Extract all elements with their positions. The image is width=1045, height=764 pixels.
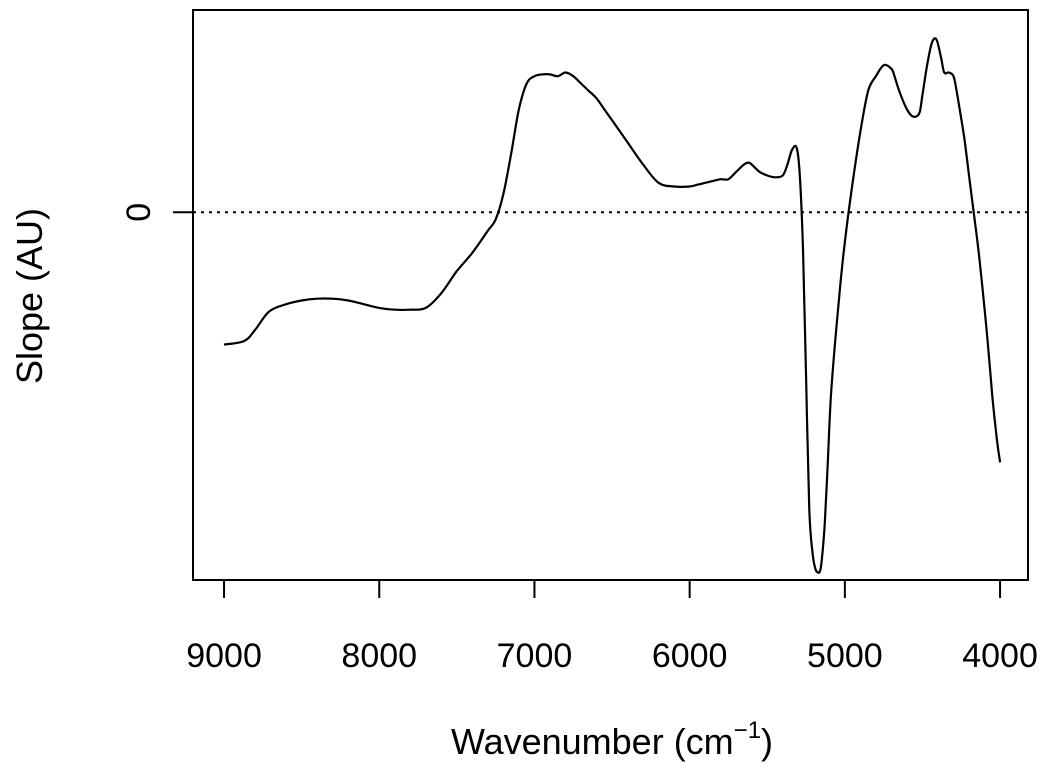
x-tick-label: 9000 [186, 637, 262, 675]
y-axis-title: Slope (AU) [9, 208, 50, 384]
x-axis-title: Wavenumber (cm−1) [451, 717, 773, 762]
x-tick-label: 7000 [497, 637, 573, 675]
x-tick-label: 4000 [962, 637, 1038, 675]
y-axis-ticks: 0 [120, 203, 193, 222]
spectrum-series-line [223, 37, 1002, 574]
x-axis-ticks: 9000 8000 7000 6000 5000 4000 [186, 580, 1038, 675]
x-tick-label: 6000 [652, 637, 728, 675]
x-axis-title-suffix: ) [761, 721, 773, 762]
x-axis-title-superscript: −1 [734, 717, 761, 744]
x-axis-title-main: Wavenumber (cm [451, 721, 734, 762]
y-tick-label: 0 [120, 203, 158, 222]
x-tick-label: 8000 [341, 637, 417, 675]
x-tick-label: 5000 [807, 637, 883, 675]
plot-frame [192, 9, 1029, 581]
